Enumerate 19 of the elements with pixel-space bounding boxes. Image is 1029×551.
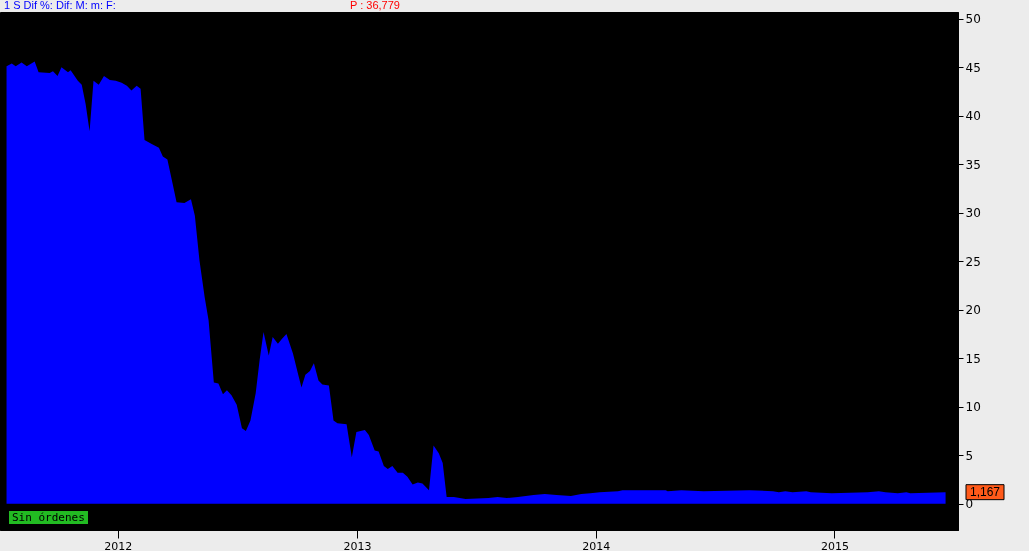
y-tick-label: 20 <box>965 303 981 318</box>
y-tick-label: 5 <box>965 448 974 463</box>
y-tick-label: 35 <box>965 157 981 172</box>
x-tick-label: 2014 <box>582 539 611 551</box>
y-tick-label: 40 <box>965 109 981 124</box>
x-tick-label: 2012 <box>104 539 133 551</box>
chart-title: 1 S Dif %: Dif: M: m: F: <box>4 0 116 11</box>
y-tick-label: 50 <box>965 12 981 27</box>
text: P : 36,779 <box>350 0 400 11</box>
y-tick-label: 15 <box>965 351 981 366</box>
x-tick-label: 2013 <box>343 539 372 551</box>
y-tick-label: 45 <box>965 60 981 75</box>
y-tick-label: 25 <box>965 254 981 269</box>
y-tick-label: 10 <box>965 400 981 415</box>
annotation: Sin órdenes <box>9 511 88 524</box>
text: 1,167 <box>969 485 1001 500</box>
y-tick-label: 30 <box>965 206 981 221</box>
x-tick-label: 2015 <box>820 539 849 551</box>
y-tick-label: 0 <box>965 497 974 512</box>
